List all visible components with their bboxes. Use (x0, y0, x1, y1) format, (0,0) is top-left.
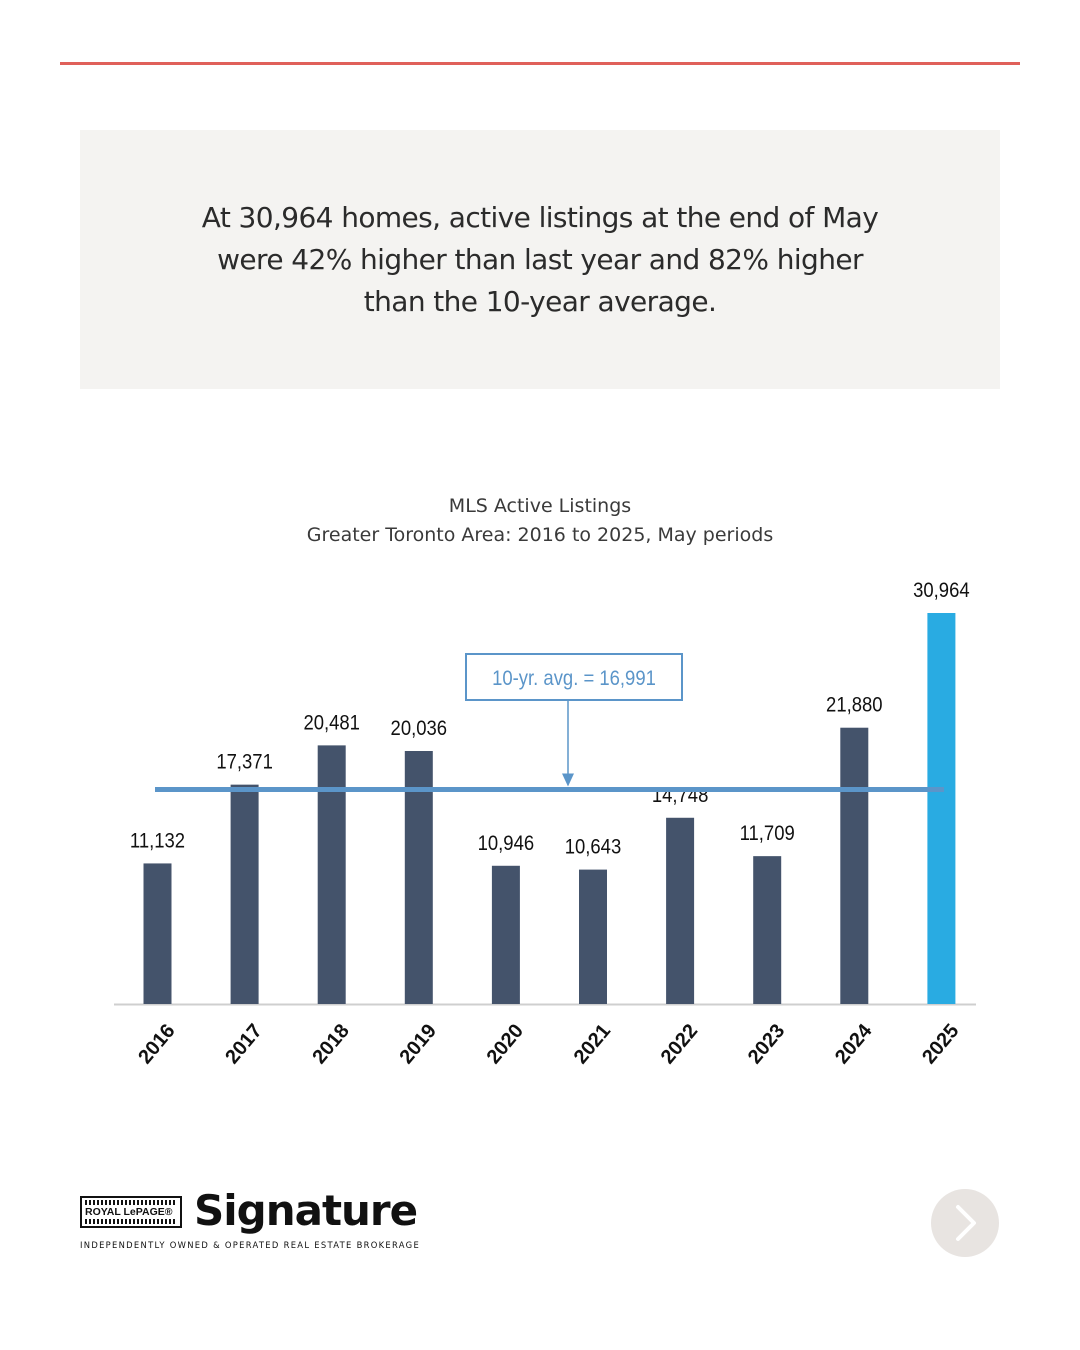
bar-2024 (840, 727, 869, 1004)
bar-2017 (230, 784, 259, 1004)
bar-2025 (927, 613, 956, 1004)
bar-value-label-2017: 17,371 (216, 751, 272, 774)
average-annotation-box (465, 653, 683, 701)
bar-2023 (753, 856, 782, 1004)
x-tick-label-2019: 2019 (395, 1020, 440, 1068)
bar-value-label-2023: 11,709 (740, 822, 795, 845)
bar-2021 (579, 869, 607, 1004)
bar-2020 (491, 865, 520, 1004)
bar-2022 (666, 817, 695, 1004)
average-arrow-head (562, 773, 574, 787)
x-tick-label-2016: 2016 (134, 1020, 179, 1068)
bar-value-label-2025: 30,964 (913, 579, 969, 602)
bar-value-label-2024: 21,880 (826, 694, 882, 717)
x-tick-label-2025: 2025 (918, 1020, 963, 1068)
bar-2019 (404, 750, 433, 1004)
x-tick-label-2024: 2024 (831, 1019, 877, 1068)
callout-box: At 30,964 homes, active listings at the … (80, 130, 1000, 389)
x-tick-label-2020: 2020 (483, 1020, 528, 1068)
bar-value-label-2019: 20,036 (391, 717, 447, 740)
chevron-right-icon (956, 1205, 976, 1241)
top-divider (60, 62, 1020, 65)
chart-title: MLS Active Listings (448, 495, 632, 517)
callout-text: At 30,964 homes, active listings at the … (201, 200, 879, 318)
bar-2018 (317, 745, 346, 1004)
x-tick-label-2022: 2022 (657, 1020, 702, 1068)
average-annotation-label: 10-yr. avg. = 16,991 (492, 667, 656, 690)
logo-brand-text: ROYAL LePAGE® (85, 1206, 173, 1218)
bar-value-label-2021: 10,643 (565, 836, 621, 859)
chart-subtitle: Greater Toronto Area: 2016 to 2025, May … (306, 524, 774, 546)
bar-chart: 11,132 2016 17,371 2017 20,481 2018 20,036 2019… (114, 579, 976, 1068)
x-tick-label-2017: 2017 (221, 1020, 266, 1068)
bar-value-label-2018: 20,481 (303, 711, 359, 734)
x-tick-label-2023: 2023 (744, 1020, 789, 1068)
logo-tagline: INDEPENDENTLY OWNED & OPERATED REAL ESTA… (80, 1240, 421, 1250)
brand-logo: ROYAL LePAGE® Signature INDEPENDENTLY OW… (80, 1186, 421, 1254)
x-tick-label-2018: 2018 (308, 1020, 353, 1068)
bar-value-label-2016: 11,132 (130, 829, 185, 852)
bar-value-label-2020: 10,946 (478, 832, 534, 855)
next-button[interactable] (931, 1189, 999, 1257)
logo-wordmark: Signature (194, 1186, 418, 1235)
bar-2016 (143, 863, 172, 1004)
x-tick-label-2021: 2021 (570, 1020, 615, 1068)
royal-lepage-logo-box: ROYAL LePAGE® (80, 1196, 182, 1228)
